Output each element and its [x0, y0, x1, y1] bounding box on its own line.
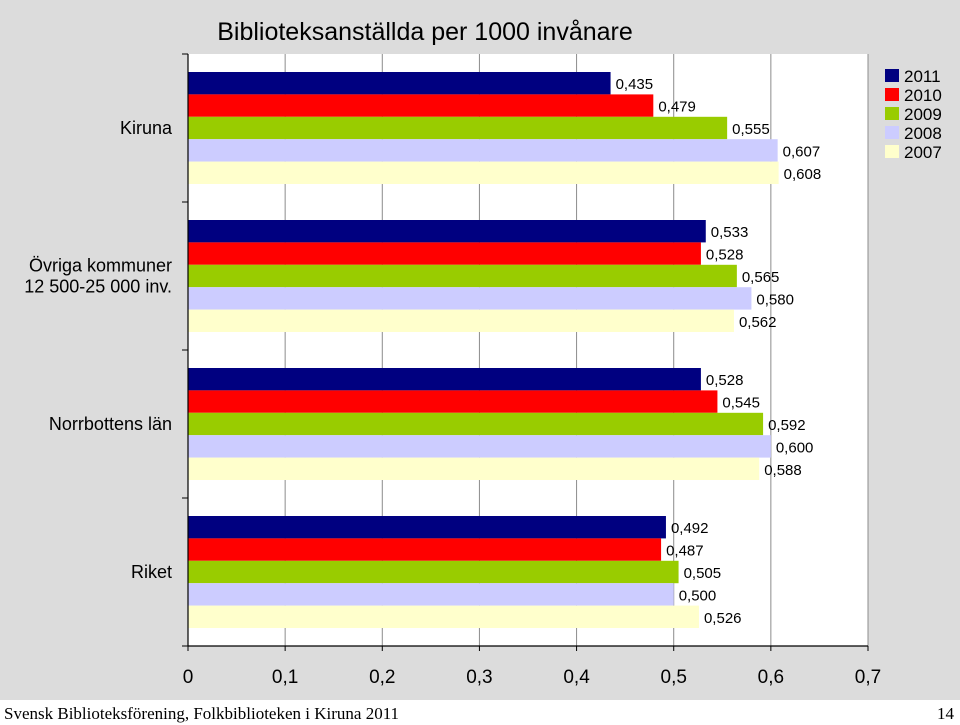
bar — [188, 368, 701, 391]
data-label: 0,592 — [768, 417, 806, 434]
bar — [188, 560, 679, 584]
data-label: 0,479 — [658, 99, 696, 116]
data-label: 0,545 — [722, 395, 760, 412]
data-label: 0,588 — [764, 462, 802, 479]
data-label: 0,565 — [742, 269, 780, 286]
legend-swatch — [885, 69, 899, 82]
data-label: 0,533 — [711, 224, 749, 241]
legend-label: 2011 — [904, 67, 941, 86]
data-label: 0,562 — [739, 314, 777, 331]
data-label: 0,608 — [784, 166, 822, 183]
legend-label: 2008 — [904, 124, 942, 143]
bar — [188, 161, 779, 184]
legend-swatch — [885, 107, 899, 120]
chart-title: Biblioteksanställda per 1000 invånare — [217, 18, 633, 46]
legend-swatch — [885, 126, 899, 139]
bar — [188, 242, 701, 265]
bar — [188, 309, 734, 332]
x-tick-label: 0,1 — [272, 667, 298, 688]
x-tick-label: 0,6 — [758, 667, 784, 688]
data-label: 0,528 — [706, 247, 744, 264]
bar — [188, 516, 666, 539]
category-label: Övriga kommuner 12 500-25 000 inv. — [24, 256, 172, 297]
data-label: 0,505 — [684, 565, 722, 582]
data-label: 0,487 — [666, 543, 704, 560]
data-label: 0,528 — [706, 372, 744, 389]
x-tick-label: 0,3 — [466, 667, 492, 688]
x-tick-label: 0,2 — [369, 667, 395, 688]
bar — [188, 287, 752, 310]
bar — [188, 583, 674, 606]
category-label: Riket — [131, 562, 172, 582]
bar — [188, 412, 764, 436]
data-label: 0,526 — [704, 610, 742, 627]
footer: Svensk Biblioteksförening, Folkbibliotek… — [0, 700, 960, 725]
bar — [188, 220, 706, 243]
x-tick-label: 0,7 — [855, 667, 881, 688]
data-label: 0,607 — [783, 143, 821, 160]
data-label: 0,580 — [756, 291, 794, 308]
x-tick-label: 0,5 — [661, 667, 687, 688]
bar — [188, 390, 718, 413]
bar — [188, 139, 778, 162]
footer-source: Svensk Biblioteksförening, Folkbibliotek… — [4, 704, 400, 723]
x-tick-label: 0,4 — [563, 667, 590, 688]
legend-swatch — [885, 88, 899, 101]
bar — [188, 538, 662, 561]
chart: Biblioteksanställda per 1000 invånare 0,… — [24, 18, 942, 688]
data-label: 0,492 — [671, 520, 709, 537]
bar — [188, 72, 611, 95]
x-tick-label: 0 — [183, 667, 194, 688]
data-label: 0,500 — [679, 587, 717, 604]
category-label: Kiruna — [120, 118, 173, 138]
category-label: Norrbottens län — [49, 414, 172, 434]
bar — [188, 435, 771, 458]
data-label: 0,600 — [776, 439, 814, 456]
legend-label: 2010 — [904, 86, 942, 105]
bar — [188, 605, 699, 628]
page-number: 14 — [937, 704, 954, 723]
legend-swatch — [885, 145, 899, 158]
bar — [188, 264, 737, 288]
legend-label: 2007 — [904, 143, 942, 162]
legend-label: 2009 — [904, 105, 942, 124]
data-label: 0,435 — [616, 76, 654, 93]
bar — [188, 116, 728, 140]
bar — [188, 457, 760, 480]
bar — [188, 94, 654, 117]
data-label: 0,555 — [732, 121, 770, 138]
